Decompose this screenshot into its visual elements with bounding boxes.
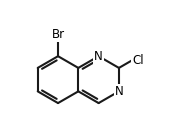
Text: N: N: [94, 50, 103, 63]
Text: N: N: [114, 85, 123, 98]
Text: Br: Br: [52, 28, 65, 41]
Text: Cl: Cl: [132, 54, 144, 67]
